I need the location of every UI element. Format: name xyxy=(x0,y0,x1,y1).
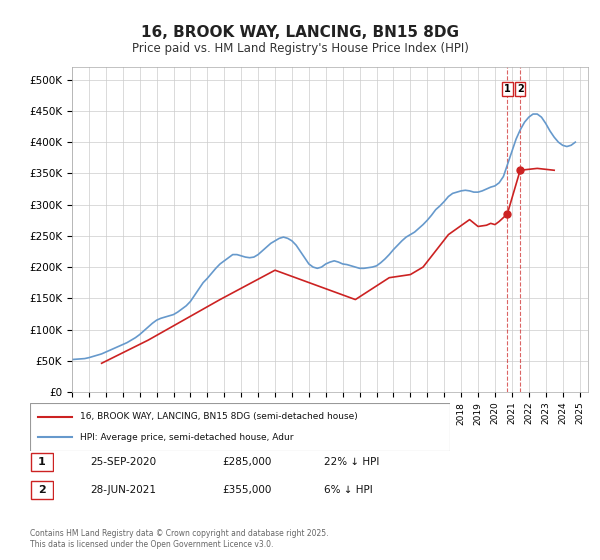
Text: 25-SEP-2020: 25-SEP-2020 xyxy=(90,457,156,467)
FancyBboxPatch shape xyxy=(30,403,450,451)
FancyBboxPatch shape xyxy=(31,481,53,499)
Text: 28-JUN-2021: 28-JUN-2021 xyxy=(90,485,156,495)
Text: Contains HM Land Registry data © Crown copyright and database right 2025.
This d: Contains HM Land Registry data © Crown c… xyxy=(30,529,329,549)
Text: 6% ↓ HPI: 6% ↓ HPI xyxy=(324,485,373,495)
Text: £285,000: £285,000 xyxy=(222,457,271,467)
Text: 22% ↓ HPI: 22% ↓ HPI xyxy=(324,457,379,467)
Text: 2: 2 xyxy=(517,84,524,94)
Text: 2: 2 xyxy=(38,485,46,495)
FancyBboxPatch shape xyxy=(31,453,53,471)
Text: Price paid vs. HM Land Registry's House Price Index (HPI): Price paid vs. HM Land Registry's House … xyxy=(131,42,469,55)
Text: HPI: Average price, semi-detached house, Adur: HPI: Average price, semi-detached house,… xyxy=(80,433,294,442)
Text: 16, BROOK WAY, LANCING, BN15 8DG (semi-detached house): 16, BROOK WAY, LANCING, BN15 8DG (semi-d… xyxy=(80,412,358,421)
Text: 1: 1 xyxy=(38,457,46,467)
Text: 1: 1 xyxy=(504,84,511,94)
Text: 16, BROOK WAY, LANCING, BN15 8DG: 16, BROOK WAY, LANCING, BN15 8DG xyxy=(141,25,459,40)
Text: £355,000: £355,000 xyxy=(222,485,271,495)
